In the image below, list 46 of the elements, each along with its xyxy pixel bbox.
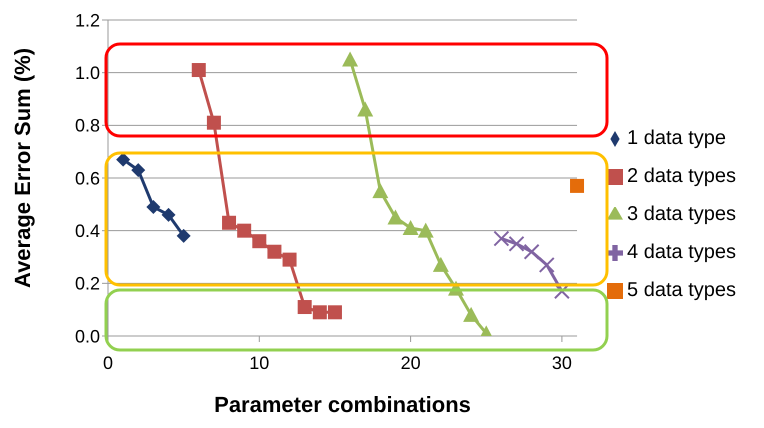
point <box>298 300 312 314</box>
x-tick-label: 30 <box>552 352 572 373</box>
point <box>237 224 252 238</box>
point <box>538 256 555 273</box>
point <box>508 236 525 252</box>
y-tick-label: 0.2 <box>74 274 100 294</box>
point <box>162 208 176 222</box>
y-tick-label: 0.4 <box>74 221 100 242</box>
point <box>372 183 388 198</box>
legend-label: 4 data types <box>627 241 736 263</box>
x-tick-label: 0 <box>102 352 114 373</box>
point <box>131 163 146 178</box>
point <box>432 256 449 272</box>
point <box>342 52 358 66</box>
point <box>357 102 374 117</box>
point <box>252 234 266 248</box>
point <box>463 306 480 322</box>
point <box>312 305 327 320</box>
point <box>206 116 221 130</box>
point <box>176 228 191 243</box>
x-tick-label: 20 <box>400 352 421 373</box>
point <box>116 152 130 167</box>
point <box>402 220 419 236</box>
y-tick-label: 0.0 <box>74 326 100 346</box>
point <box>524 244 540 260</box>
point <box>570 178 584 193</box>
point <box>267 244 282 259</box>
point <box>282 252 297 267</box>
y-tick-label: 0.6 <box>74 168 100 188</box>
y-tick-label: 1.2 <box>74 10 100 30</box>
y-tick-label: 0.8 <box>74 116 100 136</box>
point <box>493 230 510 247</box>
x-tick-label: 10 <box>249 352 270 373</box>
point <box>146 200 160 214</box>
legend-label: 5 data types <box>627 279 736 301</box>
point <box>222 216 236 230</box>
legend-label: 1 data type <box>627 127 726 149</box>
point <box>387 210 404 224</box>
legend-label: 2 data types <box>627 165 736 187</box>
point <box>192 63 206 78</box>
x-axis-title: Parameter combinations <box>214 392 471 417</box>
point <box>328 305 342 320</box>
y-axis-title: Average Error Sum (%) <box>10 48 35 288</box>
point <box>418 222 434 238</box>
y-tick-label: 1.0 <box>74 63 100 84</box>
legend-label: 3 data types <box>627 203 736 225</box>
